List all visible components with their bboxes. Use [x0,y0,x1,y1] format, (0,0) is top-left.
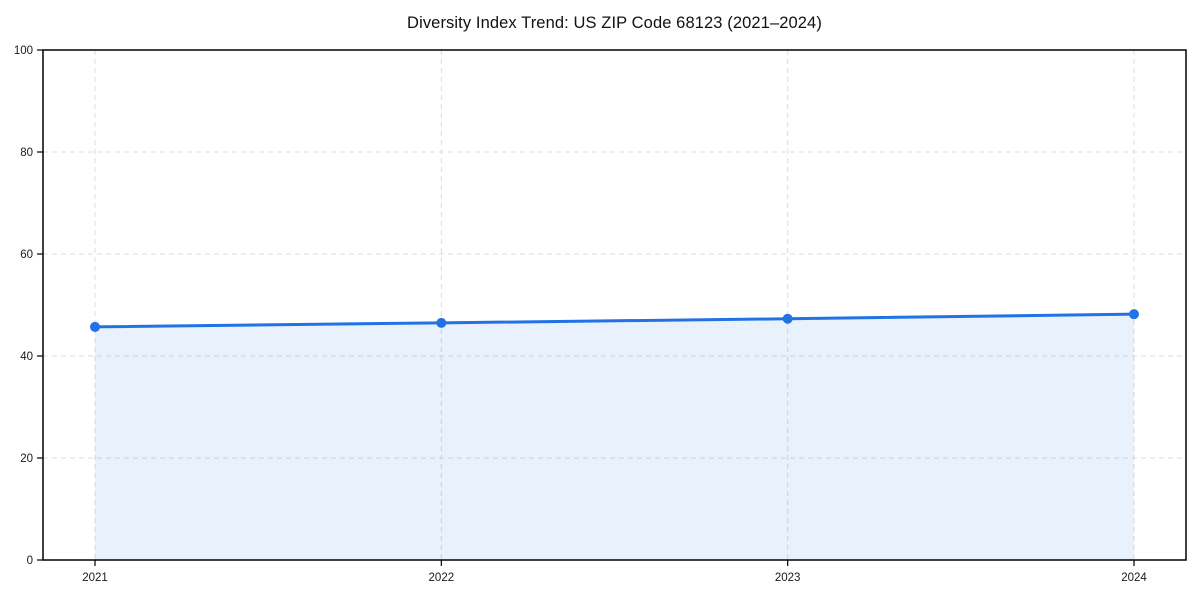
y-tick-label: 0 [27,555,33,567]
y-tick-label: 80 [20,147,33,159]
chart-title: Diversity Index Trend: US ZIP Code 68123… [407,14,822,32]
data-point [1129,309,1139,320]
x-tick-label: 2022 [429,572,455,584]
y-tick-label: 20 [20,453,33,465]
y-tick-label: 100 [14,45,33,57]
x-tick-label: 2024 [1121,572,1147,584]
x-tick-label: 2023 [775,572,801,584]
plot-spines [42,49,1187,561]
y-tick-label: 60 [20,249,33,261]
x-tick-label: 2021 [82,572,108,584]
data-point [782,313,793,324]
data-point [436,317,447,328]
area-fill [95,314,1134,560]
trend-line [93,312,1136,329]
y-tick-label: 40 [20,351,33,363]
data-point [90,321,100,332]
